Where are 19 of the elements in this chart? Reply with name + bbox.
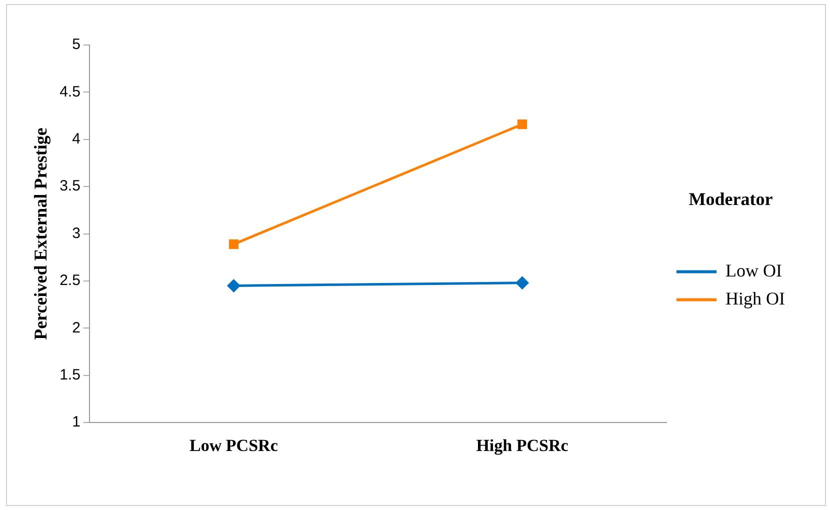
point [516,276,528,290]
y-tick-label: 4.5 [60,83,80,100]
x-tick-label: Low PCSRc [190,436,278,456]
y-tick-label: 4 [72,130,80,148]
y-tick-label: 1 [72,414,80,431]
x-tick-label: High PCSRc [476,436,569,456]
legend-label: Low OI [726,260,782,281]
legend-title: Moderator [688,188,773,209]
point [228,239,238,249]
point [227,279,240,292]
y-axis-title: Perceived External Prestige [30,128,50,340]
y-tick-label: 2 [72,319,80,336]
legend-label: High OI [726,288,786,309]
point [517,120,528,130]
y-tick-label: 5 [72,36,80,54]
y-tick-label: 2.5 [60,272,80,290]
y-tick-label: 1.5 [60,366,80,384]
y-tick-label: 3 [72,224,80,242]
y-tick-label: 3.5 [60,178,80,195]
